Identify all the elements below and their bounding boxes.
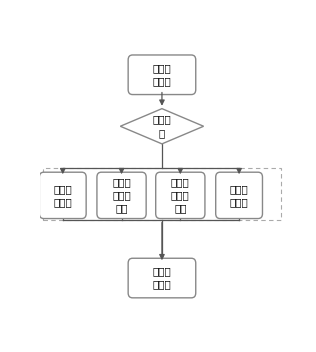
FancyBboxPatch shape [97,172,146,219]
Text: 用户移
动指令: 用户移 动指令 [153,63,171,86]
FancyBboxPatch shape [156,172,205,219]
FancyBboxPatch shape [128,55,196,95]
Text: 曲线移
动指令: 曲线移 动指令 [230,184,248,207]
FancyBboxPatch shape [40,172,86,219]
Text: 弧线移
动指令: 弧线移 动指令 [53,184,72,207]
Text: 斜线移
动指令: 斜线移 动指令 [153,266,171,290]
Text: 文字笔
画移动
指令: 文字笔 画移动 指令 [171,177,190,214]
FancyBboxPatch shape [128,258,196,298]
FancyBboxPatch shape [216,172,263,219]
Polygon shape [120,109,204,144]
Text: 样条曲
线移动
指令: 样条曲 线移动 指令 [112,177,131,214]
Text: 判断类
型: 判断类 型 [153,115,171,138]
Bar [43,168,281,220]
